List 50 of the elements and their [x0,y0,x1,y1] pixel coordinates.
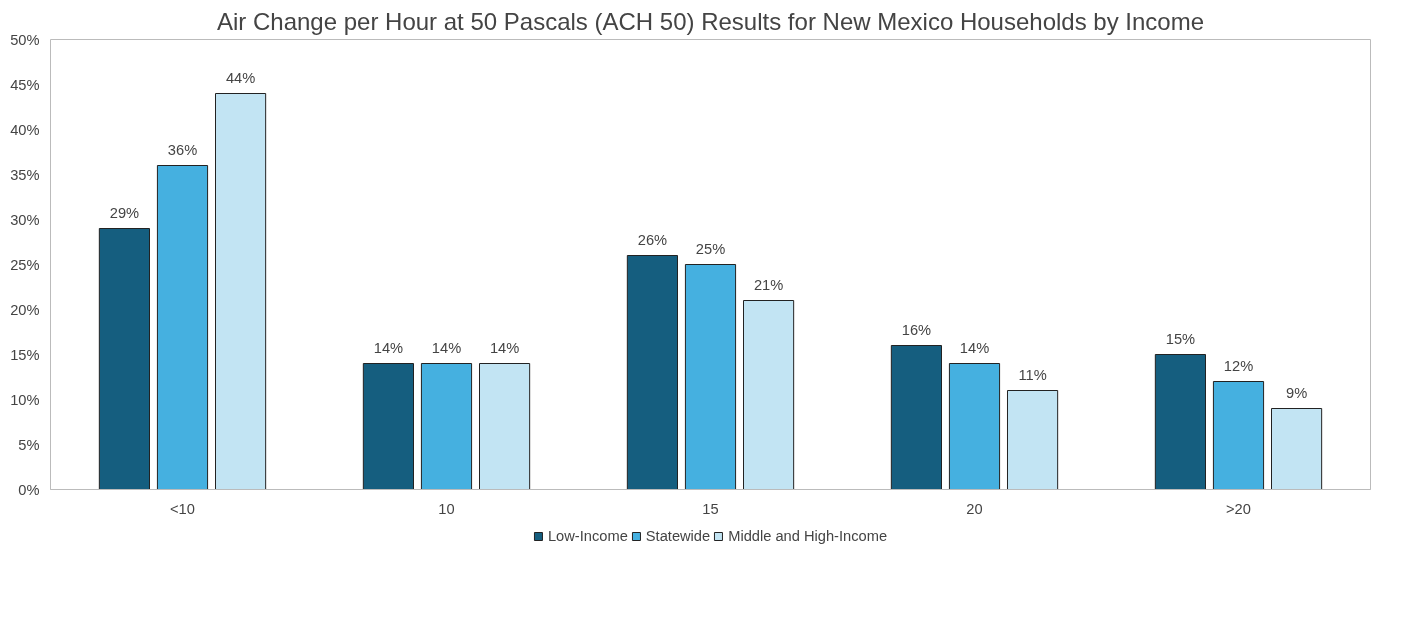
legend-label: Statewide [645,528,711,544]
x-tick-label: <10 [170,500,195,517]
data-label: 14% [373,339,404,356]
y-tick-label: 40% [10,121,40,138]
x-tick-label: 10 [438,500,455,517]
bar [1271,408,1323,490]
x-tick-label: 15 [702,500,719,517]
y-tick-label: 50% [10,31,40,48]
data-label: 36% [167,141,198,158]
data-label: 21% [753,276,784,293]
bar [420,363,473,490]
data-label: 9% [1285,384,1308,401]
bar [215,93,267,490]
y-tick-label: 45% [10,76,40,93]
data-label: 16% [901,321,932,338]
y-tick-label: 5% [18,436,40,453]
y-tick-label: 15% [10,346,40,363]
data-label: 44% [225,69,256,86]
bar [156,165,209,490]
data-label: 14% [431,339,462,356]
bar [1007,390,1059,490]
bar [948,363,1001,490]
bar [626,255,678,490]
y-tick-label: 25% [10,256,40,273]
x-tick-label: >20 [1226,500,1251,517]
y-tick-label: 20% [10,301,40,318]
bar [743,300,795,490]
data-label: 26% [637,231,668,248]
bar [1212,381,1265,490]
bar [98,228,150,490]
y-tick-label: 0% [18,481,40,498]
legend-label: Middle and High-Income [728,528,888,544]
data-label: 14% [489,339,520,356]
x-tick-label: 20 [966,500,983,517]
bar [684,264,737,490]
legend-label: Low-Income [547,528,628,544]
data-label: 11% [1018,366,1047,383]
data-label: 15% [1165,330,1196,347]
data-label: 29% [109,204,140,221]
bar [890,345,942,490]
y-tick-label: 30% [10,211,40,228]
data-label: 14% [959,339,990,356]
bar [1154,354,1206,490]
y-tick-label: 35% [10,166,40,183]
data-label: 12% [1223,357,1254,374]
y-tick-label: 10% [10,391,40,408]
data-label: 25% [695,240,726,257]
chart-title: Air Change per Hour at 50 Pascals (ACH 50) Results for New Mexico Households by Income [216,7,1205,35]
bar [479,363,531,490]
bar [362,363,414,490]
